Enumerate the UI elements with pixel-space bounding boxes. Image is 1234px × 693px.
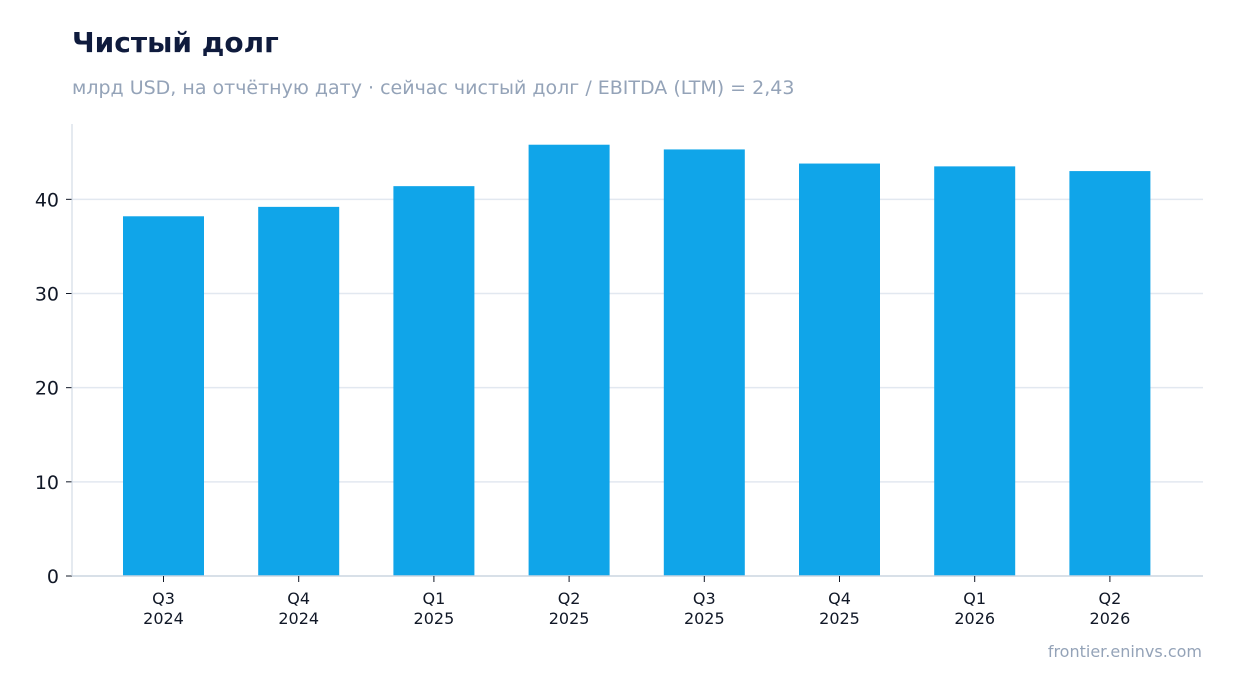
source-link[interactable]: frontier.eninvs.com	[1047, 642, 1202, 661]
bar	[393, 186, 475, 576]
bar	[799, 163, 880, 577]
bar	[663, 149, 745, 577]
chart-subtitle: млрд USD, на отчётную дату · сейчас чист…	[72, 77, 795, 99]
x-tick-label: Q4 2024	[278, 589, 319, 628]
x-tick-label: Q2 2026	[1090, 589, 1131, 628]
x-tick-label: Q4 2025	[819, 589, 860, 628]
y-tick-label: 10	[35, 472, 59, 494]
grid-lines	[72, 198, 1203, 483]
x-tick-label: Q1 2025	[414, 589, 455, 628]
bar	[258, 206, 340, 576]
bar	[528, 144, 610, 576]
bar	[123, 216, 204, 577]
x-tick-labels: Q3 2024 Q4 2024 Q1 2025 Q2 2025 Q3 2025 Q4 2025 Q1 20…	[143, 589, 1130, 628]
y-tick-label: 20	[35, 378, 59, 400]
x-tick-label: Q3 2025	[684, 589, 725, 628]
bar	[934, 166, 1016, 576]
x-tick-label: Q2 2025	[549, 589, 590, 628]
chart-title: Чистый долг	[72, 26, 279, 59]
axes	[66, 124, 1203, 582]
bars	[123, 144, 1151, 577]
y-tick-label: 30	[35, 284, 59, 306]
y-tick-label: 0	[47, 566, 59, 588]
x-tick-label: Q1 2026	[954, 589, 995, 628]
bar	[1069, 171, 1151, 577]
y-tick-label: 40	[35, 189, 59, 211]
y-tick-labels: 0 10 20 30 40	[35, 189, 59, 588]
x-tick-label: Q3 2024	[143, 589, 184, 628]
